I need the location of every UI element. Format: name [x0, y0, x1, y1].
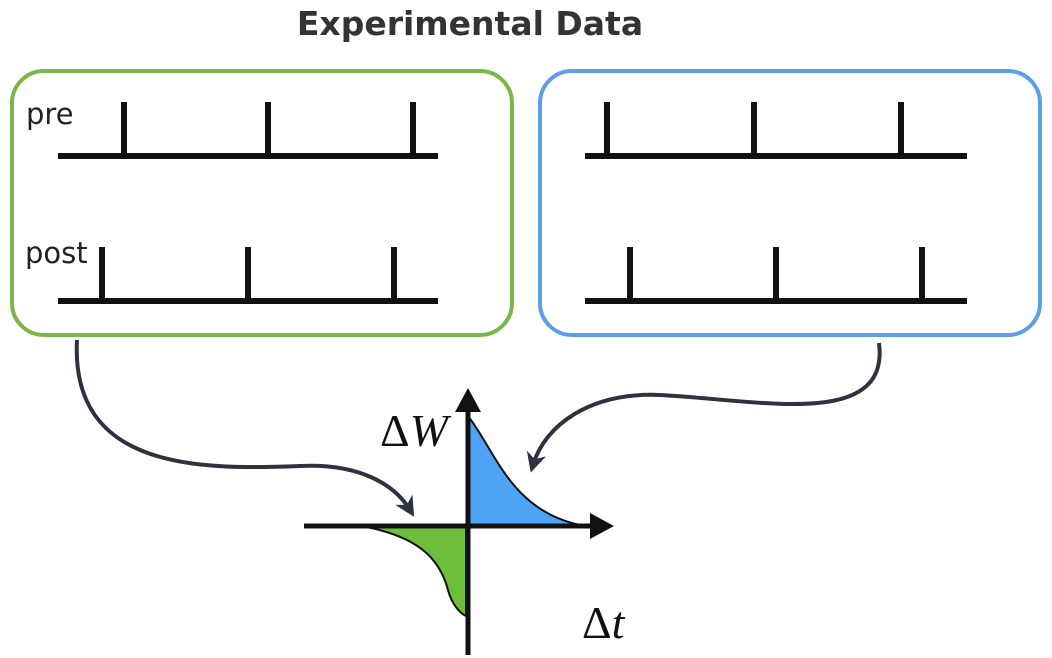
y-axis-arrowhead — [455, 388, 481, 412]
arrow-blue-to-potentiation — [526, 342, 882, 473]
arrow-green-to-depression — [74, 339, 415, 517]
diagram-title: Experimental Data — [296, 4, 644, 43]
causal-pairing-panel — [10, 69, 514, 337]
potentiation-lobe — [467, 413, 581, 526]
x-axis-arrowhead — [590, 513, 614, 539]
post-spike-train-blue — [585, 247, 967, 304]
anti-causal-pairing-panel — [538, 69, 1042, 337]
post-label: post — [25, 236, 88, 270]
pre-spike-train-blue — [585, 102, 967, 159]
post-spike-train-green — [58, 247, 438, 304]
delta-w-label: ΔW — [380, 405, 448, 456]
pre-label: pre — [26, 97, 74, 131]
depression-lobe — [354, 524, 467, 618]
delta-t-label: Δt — [582, 597, 625, 648]
pre-spike-train-green — [58, 102, 438, 159]
